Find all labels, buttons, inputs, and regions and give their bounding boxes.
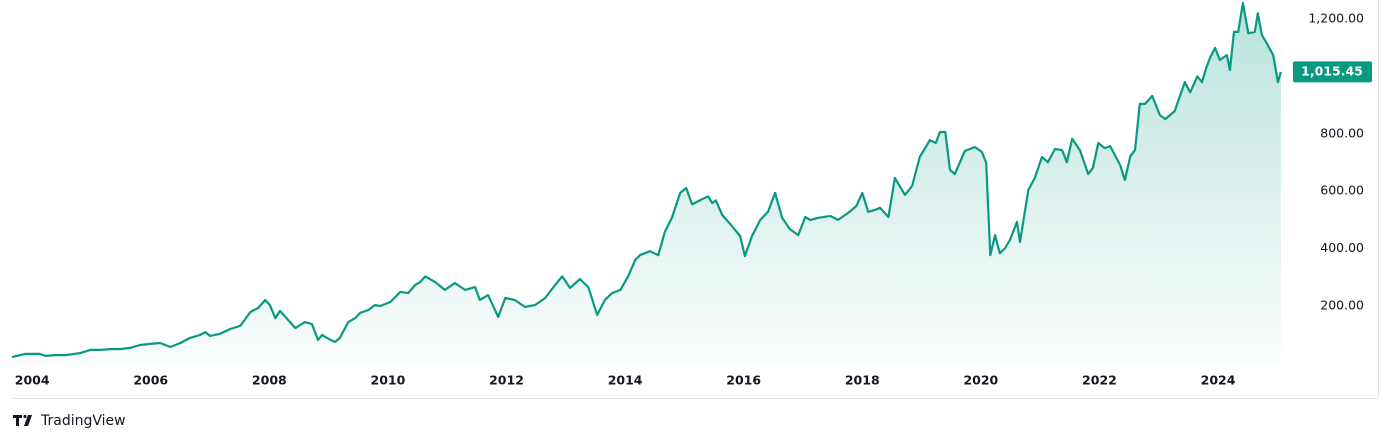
last-price-label: 1,015.45 (1301, 63, 1363, 78)
x-tick-label: 2012 (489, 373, 524, 388)
y-tick-label: 200.00 (1320, 297, 1364, 312)
x-tick-label: 2010 (371, 373, 406, 388)
price-line (11, 1, 1282, 359)
x-tick-label: 2004 (15, 373, 50, 388)
y-tick-label: 1,200.00 (1308, 10, 1364, 25)
brand-name: TradingView (40, 413, 126, 429)
x-tick-label: 2024 (1201, 373, 1236, 388)
x-tick-label: 2016 (726, 373, 761, 388)
x-tick-label: 2022 (1082, 373, 1117, 388)
y-tick-label: 400.00 (1320, 240, 1364, 255)
x-tick-label: 2014 (608, 373, 643, 388)
y-tick-label: 800.00 (1320, 125, 1364, 140)
x-tick-label: 2006 (133, 373, 168, 388)
x-tick-label: 2008 (252, 373, 287, 388)
last-price-box (1293, 61, 1372, 83)
x-tick-label: 2020 (963, 373, 998, 388)
area-fill (12, 2, 1281, 364)
brand-logo (13, 414, 32, 426)
x-tick-label: 2018 (845, 373, 880, 388)
y-tick-label: 600.00 (1320, 183, 1364, 198)
